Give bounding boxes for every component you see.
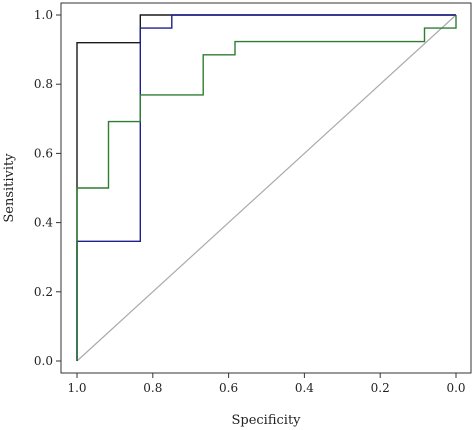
- x-tick-label: 0.6: [219, 381, 238, 395]
- x-tick-label: 0.0: [446, 381, 465, 395]
- y-axis-title: Sensitivity: [2, 153, 17, 223]
- y-tick-label: 0.4: [34, 216, 53, 230]
- y-tick-label: 1.0: [34, 8, 53, 22]
- x-axis-title: Specificity: [231, 413, 301, 428]
- y-tick-label: 0.0: [34, 354, 53, 368]
- x-tick-label: 1.0: [67, 381, 86, 395]
- x-tick-label: 0.2: [371, 381, 390, 395]
- roc-curve-3: [76, 15, 457, 361]
- x-tick-label: 0.8: [143, 381, 162, 395]
- plot-frame: [60, 2, 472, 374]
- y-tick-label: 0.6: [34, 146, 53, 160]
- y-tick-label: 0.8: [34, 77, 53, 91]
- x-tick-label: 0.4: [295, 381, 314, 395]
- y-tick-label: 0.2: [34, 285, 53, 299]
- reference-diagonal-line: [76, 14, 457, 362]
